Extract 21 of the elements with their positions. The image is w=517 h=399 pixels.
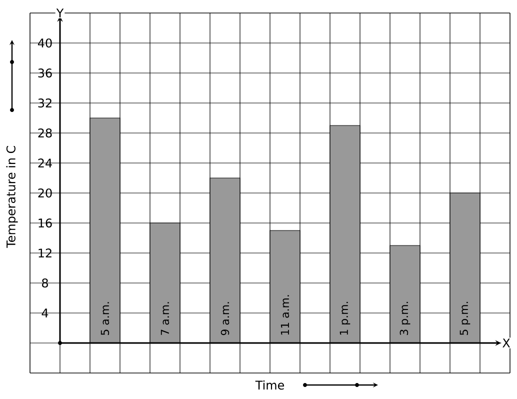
annotation: Y [56,8,64,18]
y-tick-label: 32 [38,98,52,108]
x-axis-title: Time [255,380,284,390]
y-tick-label: 8 [42,278,48,288]
x-tick-label: 7 a.m. [160,302,170,335]
y-tick-label: 24 [38,158,52,168]
x-tick-label: 3 p.m. [400,302,410,335]
x-tick-label: 11 a.m. [280,295,290,335]
annotation: X [502,338,510,348]
x-tick-label: 1 p.m. [340,302,350,335]
y-tick-label: 20 [38,188,52,198]
y-tick-label: 12 [38,248,52,258]
y-axis-title: Temperature in C [6,146,18,248]
y-tick-label: 28 [38,128,52,138]
x-tick-label: 5 p.m. [460,302,470,335]
y-tick-label: 40 [38,38,52,48]
y-tick-label: 16 [38,218,52,228]
x-tick-label: 5 a.m. [100,302,110,335]
y-tick-label: 36 [38,68,52,78]
x-tick-label: 9 a.m. [220,302,230,336]
y-tick-label: 4 [42,308,48,318]
